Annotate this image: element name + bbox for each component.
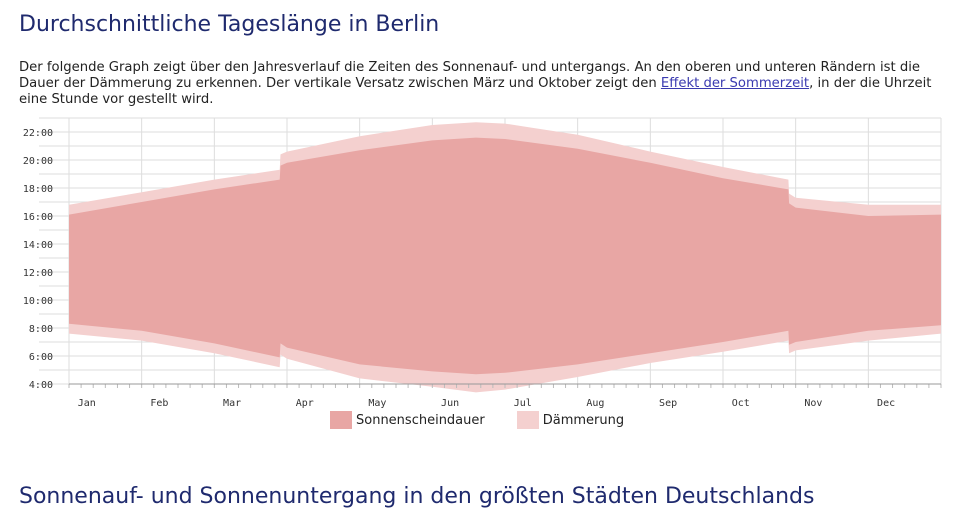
chart-legend: Sonnenscheindauer Dämmerung [330, 411, 624, 429]
legend-swatch-sunshine [330, 411, 352, 429]
x-tick-label: Sep [659, 398, 677, 409]
y-tick-label: 16:00 [23, 212, 53, 223]
y-tick-label: 20:00 [23, 156, 53, 167]
y-tick-label: 10:00 [23, 296, 53, 307]
chart-axes: 4:00 6:00 8:00 10:00 12:00 14:00 16:00 18:00 20:… [23, 128, 942, 409]
y-tick-label: 14:00 [23, 240, 53, 251]
legend-label-twilight: Dämmerung [542, 412, 625, 428]
chart-areas [69, 122, 941, 393]
y-tick-label: 8:00 [29, 324, 53, 335]
x-tick-label: Jun [441, 398, 459, 409]
x-tick-label: Dec [877, 398, 895, 409]
x-tick-label: Feb [150, 398, 168, 409]
x-tick-label: Jan [78, 398, 96, 409]
intro-text-before: Der folgende Graph zeigt über den Jahres… [19, 60, 921, 91]
y-tick-label: 4:00 [29, 380, 53, 391]
page-title: Durchschnittliche Tageslänge in Berlin [19, 12, 440, 37]
y-tick-label: 18:00 [23, 184, 53, 195]
legend-swatch-twilight [516, 411, 539, 429]
x-tick-label: May [368, 398, 386, 409]
x-tick-label: Jul [514, 398, 532, 409]
intro-paragraph: Der folgende Graph zeigt über den Jahres… [19, 60, 954, 108]
intro-text-after: , in der die Uhrzeit eine Stunde vor ges… [19, 76, 932, 107]
x-tick-label: Nov [804, 398, 822, 409]
y-tick-label: 22:00 [23, 128, 53, 139]
dst-effect-link[interactable]: Effekt der Sommerzeit [660, 76, 810, 91]
legend-item-sunshine: Sonnenscheindauer [330, 411, 485, 429]
x-tick-label: Apr [296, 398, 314, 409]
y-tick-label: 6:00 [29, 352, 53, 363]
legend-label-sunshine: Sonnenscheindauer [356, 412, 485, 428]
x-tick-label: Oct [732, 398, 750, 409]
sunshine-area [69, 137, 941, 375]
x-tick-label: Aug [586, 398, 604, 409]
section-heading-cities: Sonnenauf- und Sonnenuntergang in den gr… [19, 484, 815, 509]
x-tick-label: Mar [223, 398, 241, 409]
y-tick-label: 12:00 [23, 268, 53, 279]
legend-item-twilight: Dämmerung [516, 411, 625, 429]
day-length-chart: 4:00 6:00 8:00 10:00 12:00 14:00 16:00 18:00 20:… [23, 117, 942, 409]
